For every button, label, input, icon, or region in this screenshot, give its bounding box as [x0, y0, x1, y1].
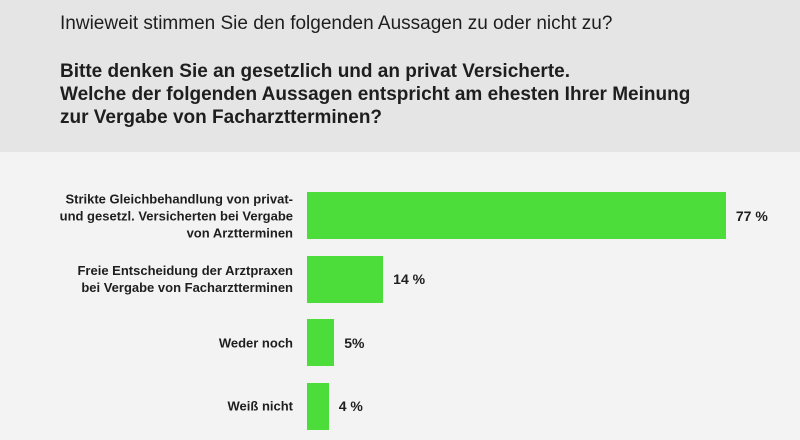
category-label: Strikte Gleichbehandlung von privat- und…: [59, 191, 293, 240]
category-label: Weder noch: [218, 335, 293, 350]
bar: [307, 319, 335, 366]
bar: [307, 255, 384, 303]
category-label: Weiß nicht: [227, 398, 293, 414]
chart-subtitle: Bitte denken Sie an gesetzlich und an pr…: [60, 61, 691, 128]
value-label: 4 %: [338, 398, 363, 414]
chart-title: Inwieweit stimmen Sie den folgenden Auss…: [60, 13, 613, 34]
bar: [307, 192, 726, 239]
category-label: Freie Entscheidung der Arztpraxen bei Ve…: [77, 263, 293, 295]
value-label: 77 %: [735, 207, 768, 224]
value-label: 14 %: [393, 271, 426, 287]
bar: [307, 382, 329, 430]
header: Inwieweit stimmen Sie den folgenden Auss…: [0, 0, 800, 152]
value-label: 5%: [344, 334, 365, 351]
